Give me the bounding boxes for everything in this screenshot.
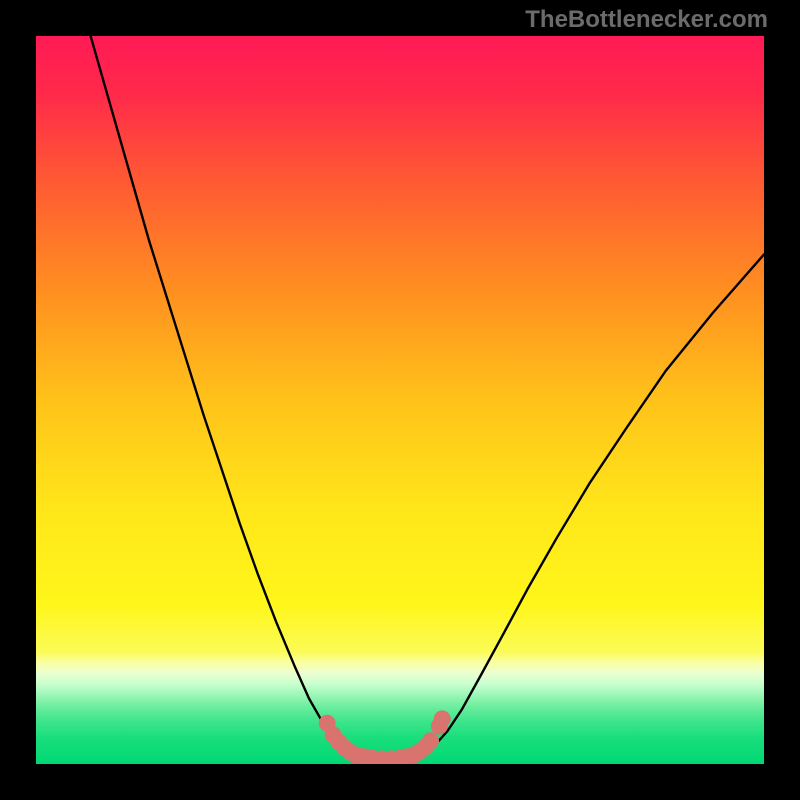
watermark-text: TheBottlenecker.com <box>525 6 768 34</box>
bottleneck-curve <box>91 36 764 762</box>
optimal-dot <box>434 710 451 727</box>
optimal-dot <box>422 732 439 749</box>
optimal-dot-cluster <box>319 710 451 764</box>
plot-area <box>36 36 764 764</box>
chart-frame: TheBottlenecker.com <box>0 0 800 800</box>
curve-layer <box>36 36 764 764</box>
